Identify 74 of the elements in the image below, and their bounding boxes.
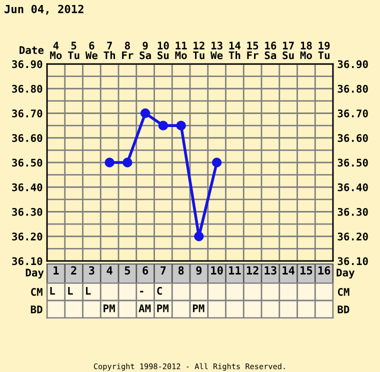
y-tick-label: BD <box>30 306 42 314</box>
x-tick-label: 2 <box>71 266 76 274</box>
x-tick-label: 11 Mo <box>175 42 187 60</box>
x-tick-label: 3 <box>89 266 94 275</box>
x-tick-label: 10 Su <box>158 42 169 60</box>
y-tick-label: 36.10 <box>12 257 42 266</box>
text: L <box>50 287 55 295</box>
x-tick-label: 15 <box>300 266 312 275</box>
x-tick-label: 7 <box>160 266 166 274</box>
x-tick-label: 10 <box>211 266 223 275</box>
text: L <box>68 287 73 295</box>
x-axis-title: Date <box>20 46 44 54</box>
point <box>140 108 150 118</box>
y2-tick-label: 36.80 <box>338 84 368 93</box>
x-tick-label: 16 <box>318 266 330 275</box>
point <box>104 158 114 168</box>
x-tick-label: 13 <box>264 266 276 275</box>
y2-tick-label: BD <box>338 306 350 314</box>
x-tick-label: 13 We <box>210 42 223 60</box>
y2-tick-label: 36.30 <box>338 208 368 216</box>
y-tick-label: 36.30 <box>12 208 42 216</box>
y-tick-label: CM <box>31 288 42 296</box>
x-tick-label: 5 <box>124 266 130 275</box>
x-tick-label: 19 Tu <box>318 42 330 60</box>
y-tick-label: 36.20 <box>12 232 42 240</box>
y-tick-label: 36.40 <box>12 183 42 192</box>
y-tick-label: 36.80 <box>12 84 42 93</box>
text: Day <box>336 268 355 279</box>
y2-tick-label: 36.50 <box>338 158 368 167</box>
x-tick-label: 11 <box>229 266 241 274</box>
y-tick-label: 36.90 <box>12 60 42 68</box>
x-tick-label: 8 Fr <box>122 42 134 60</box>
chart-title: Jun 04, 2012 <box>4 4 84 15</box>
point <box>212 158 222 168</box>
x-tick-label: 12 <box>246 266 258 274</box>
x-tick-label: 5 Tu <box>68 42 80 60</box>
x-tick-label: 14 Th <box>228 42 240 60</box>
point <box>176 120 186 130</box>
x-tick-label: 9 Sa <box>140 42 151 60</box>
x-tick-label: 8 <box>178 266 184 275</box>
x-tick-label: 6 <box>142 266 148 275</box>
y2-tick-label: 36.10 <box>338 257 368 266</box>
text: AM <box>138 304 151 312</box>
x-tick-label: 7 Th <box>104 42 116 60</box>
text: - <box>140 290 144 292</box>
x-tick-label: 6 We <box>85 42 98 60</box>
x-tick-label: 1 <box>54 266 59 274</box>
x-tick-label: 17 Su <box>282 42 294 60</box>
y2-tick-label: 36.90 <box>338 60 368 68</box>
text: PM <box>192 304 204 312</box>
text: PM <box>104 304 115 312</box>
x-tick-label: 12 Tu <box>193 42 204 60</box>
text: C <box>157 286 162 295</box>
x-axis-title: Day <box>26 268 44 279</box>
y-tick-label: 36.50 <box>12 158 42 167</box>
y2-tick-label: 36.40 <box>338 183 368 192</box>
x-tick-label: 4 Mo <box>50 42 62 60</box>
text: L <box>86 287 91 295</box>
point <box>122 158 132 168</box>
y2-tick-label: 36.20 <box>338 232 368 240</box>
y-tick-label: 36.60 <box>12 134 42 142</box>
text: PM <box>157 304 168 312</box>
x-tick-label: 15 Fr <box>247 42 258 60</box>
x-tick-label: 4 <box>106 266 112 274</box>
x-tick-label: 9 <box>196 266 202 275</box>
x-tick-label: 14 <box>282 266 295 274</box>
y2-tick-label: 36.60 <box>338 134 368 142</box>
y2-tick-label: 36.70 <box>338 109 368 118</box>
x-tick-label: 18 Mo <box>300 42 312 60</box>
point <box>194 232 204 242</box>
x-tick-label: 16 Sa <box>264 42 276 60</box>
point <box>158 120 168 130</box>
y-tick-label: 36.70 <box>12 109 42 118</box>
y2-tick-label: CM <box>338 288 350 296</box>
